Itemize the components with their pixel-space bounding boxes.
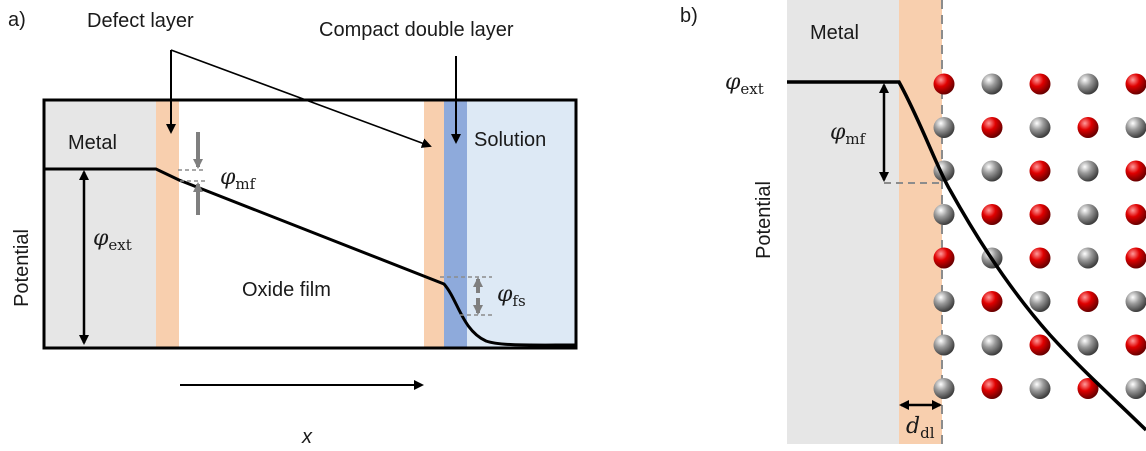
metal-atom bbox=[1125, 291, 1146, 312]
oxygen-atom bbox=[981, 117, 1003, 138]
outer-defect-layer-region bbox=[424, 100, 444, 348]
panel-a: a) Defect layer Compact doub bbox=[8, 9, 578, 448]
metal-atom bbox=[1125, 117, 1146, 138]
metal-atom bbox=[1125, 378, 1146, 399]
metal-atom bbox=[933, 117, 955, 138]
oxygen-atom bbox=[981, 378, 1003, 399]
metal-atom bbox=[1077, 160, 1099, 182]
oxygen-atom bbox=[1125, 247, 1146, 269]
phi-ext-symbol-b: φext bbox=[725, 70, 764, 98]
potential-axis-label-b: Potential bbox=[753, 181, 775, 259]
defect-layer-region bbox=[156, 100, 179, 348]
oxygen-atom bbox=[1029, 247, 1051, 269]
solution-label: Solution bbox=[474, 129, 546, 151]
oxygen-atom bbox=[933, 73, 955, 95]
metal-region-b bbox=[787, 0, 899, 444]
metal-label-b: Metal bbox=[810, 22, 859, 44]
phi-fs-symbol: φfs bbox=[497, 282, 526, 310]
atom-lattice bbox=[933, 73, 1146, 399]
metal-atom bbox=[1077, 334, 1099, 356]
double-layer-region-b bbox=[899, 0, 942, 444]
compact-double-layer-label: Compact double layer bbox=[319, 19, 514, 41]
metal-atom bbox=[933, 378, 955, 399]
potential-axis-label-a: Potential bbox=[11, 229, 33, 307]
oxide-film-label: Oxide film bbox=[242, 279, 331, 301]
metal-atom bbox=[933, 291, 955, 312]
oxygen-atom bbox=[1077, 117, 1099, 138]
potential-curve bbox=[44, 167, 577, 347]
oxygen-atom bbox=[1029, 73, 1051, 95]
oxygen-atom bbox=[1077, 378, 1099, 399]
oxide-film-region bbox=[179, 100, 424, 348]
phi-mf-symbol-a: φmf bbox=[220, 165, 257, 193]
phi-mf-symbol-b: φmf bbox=[830, 120, 867, 148]
solution-region bbox=[467, 100, 576, 348]
oxygen-atom bbox=[1125, 160, 1146, 182]
metal-atom bbox=[981, 73, 1003, 95]
metal-region bbox=[44, 100, 156, 348]
oxygen-atom bbox=[1029, 334, 1051, 356]
x-axis-label: x bbox=[301, 426, 313, 448]
oxygen-atom bbox=[1029, 160, 1051, 182]
metal-atom bbox=[1029, 378, 1051, 399]
compact-double-layer-region bbox=[444, 100, 467, 348]
panel-a-label: a) bbox=[8, 9, 26, 31]
oxygen-atom bbox=[1077, 291, 1099, 312]
oxygen-atom bbox=[981, 204, 1003, 225]
oxygen-atom bbox=[1029, 204, 1051, 225]
oxygen-atom bbox=[1125, 73, 1146, 95]
metal-atom bbox=[1077, 247, 1099, 269]
oxygen-atom bbox=[933, 247, 955, 269]
metal-label-a: Metal bbox=[68, 132, 117, 154]
oxygen-atom bbox=[1125, 334, 1146, 356]
metal-atom bbox=[933, 334, 955, 356]
potential-curve-b bbox=[787, 80, 1146, 432]
metal-atom bbox=[1077, 204, 1099, 225]
metal-atom bbox=[1029, 117, 1051, 138]
panel-a-frame bbox=[42, 98, 578, 350]
defect-layer-label: Defect layer bbox=[87, 10, 194, 32]
phi-ext-symbol-a: φext bbox=[93, 226, 132, 254]
d-dl-symbol: ddl bbox=[906, 414, 935, 442]
metal-atom bbox=[1029, 291, 1051, 312]
panel-b: b) Metal Potential φext φmf ddl bbox=[680, 0, 1146, 444]
panel-b-label: b) bbox=[680, 5, 698, 27]
oxygen-atom bbox=[1125, 204, 1146, 225]
defect-layer-pointer-right bbox=[170, 49, 432, 148]
metal-atom bbox=[1077, 73, 1099, 95]
metal-atom bbox=[933, 204, 955, 225]
metal-atom bbox=[981, 334, 1003, 356]
oxygen-atom bbox=[981, 291, 1003, 312]
metal-atom bbox=[981, 160, 1003, 182]
